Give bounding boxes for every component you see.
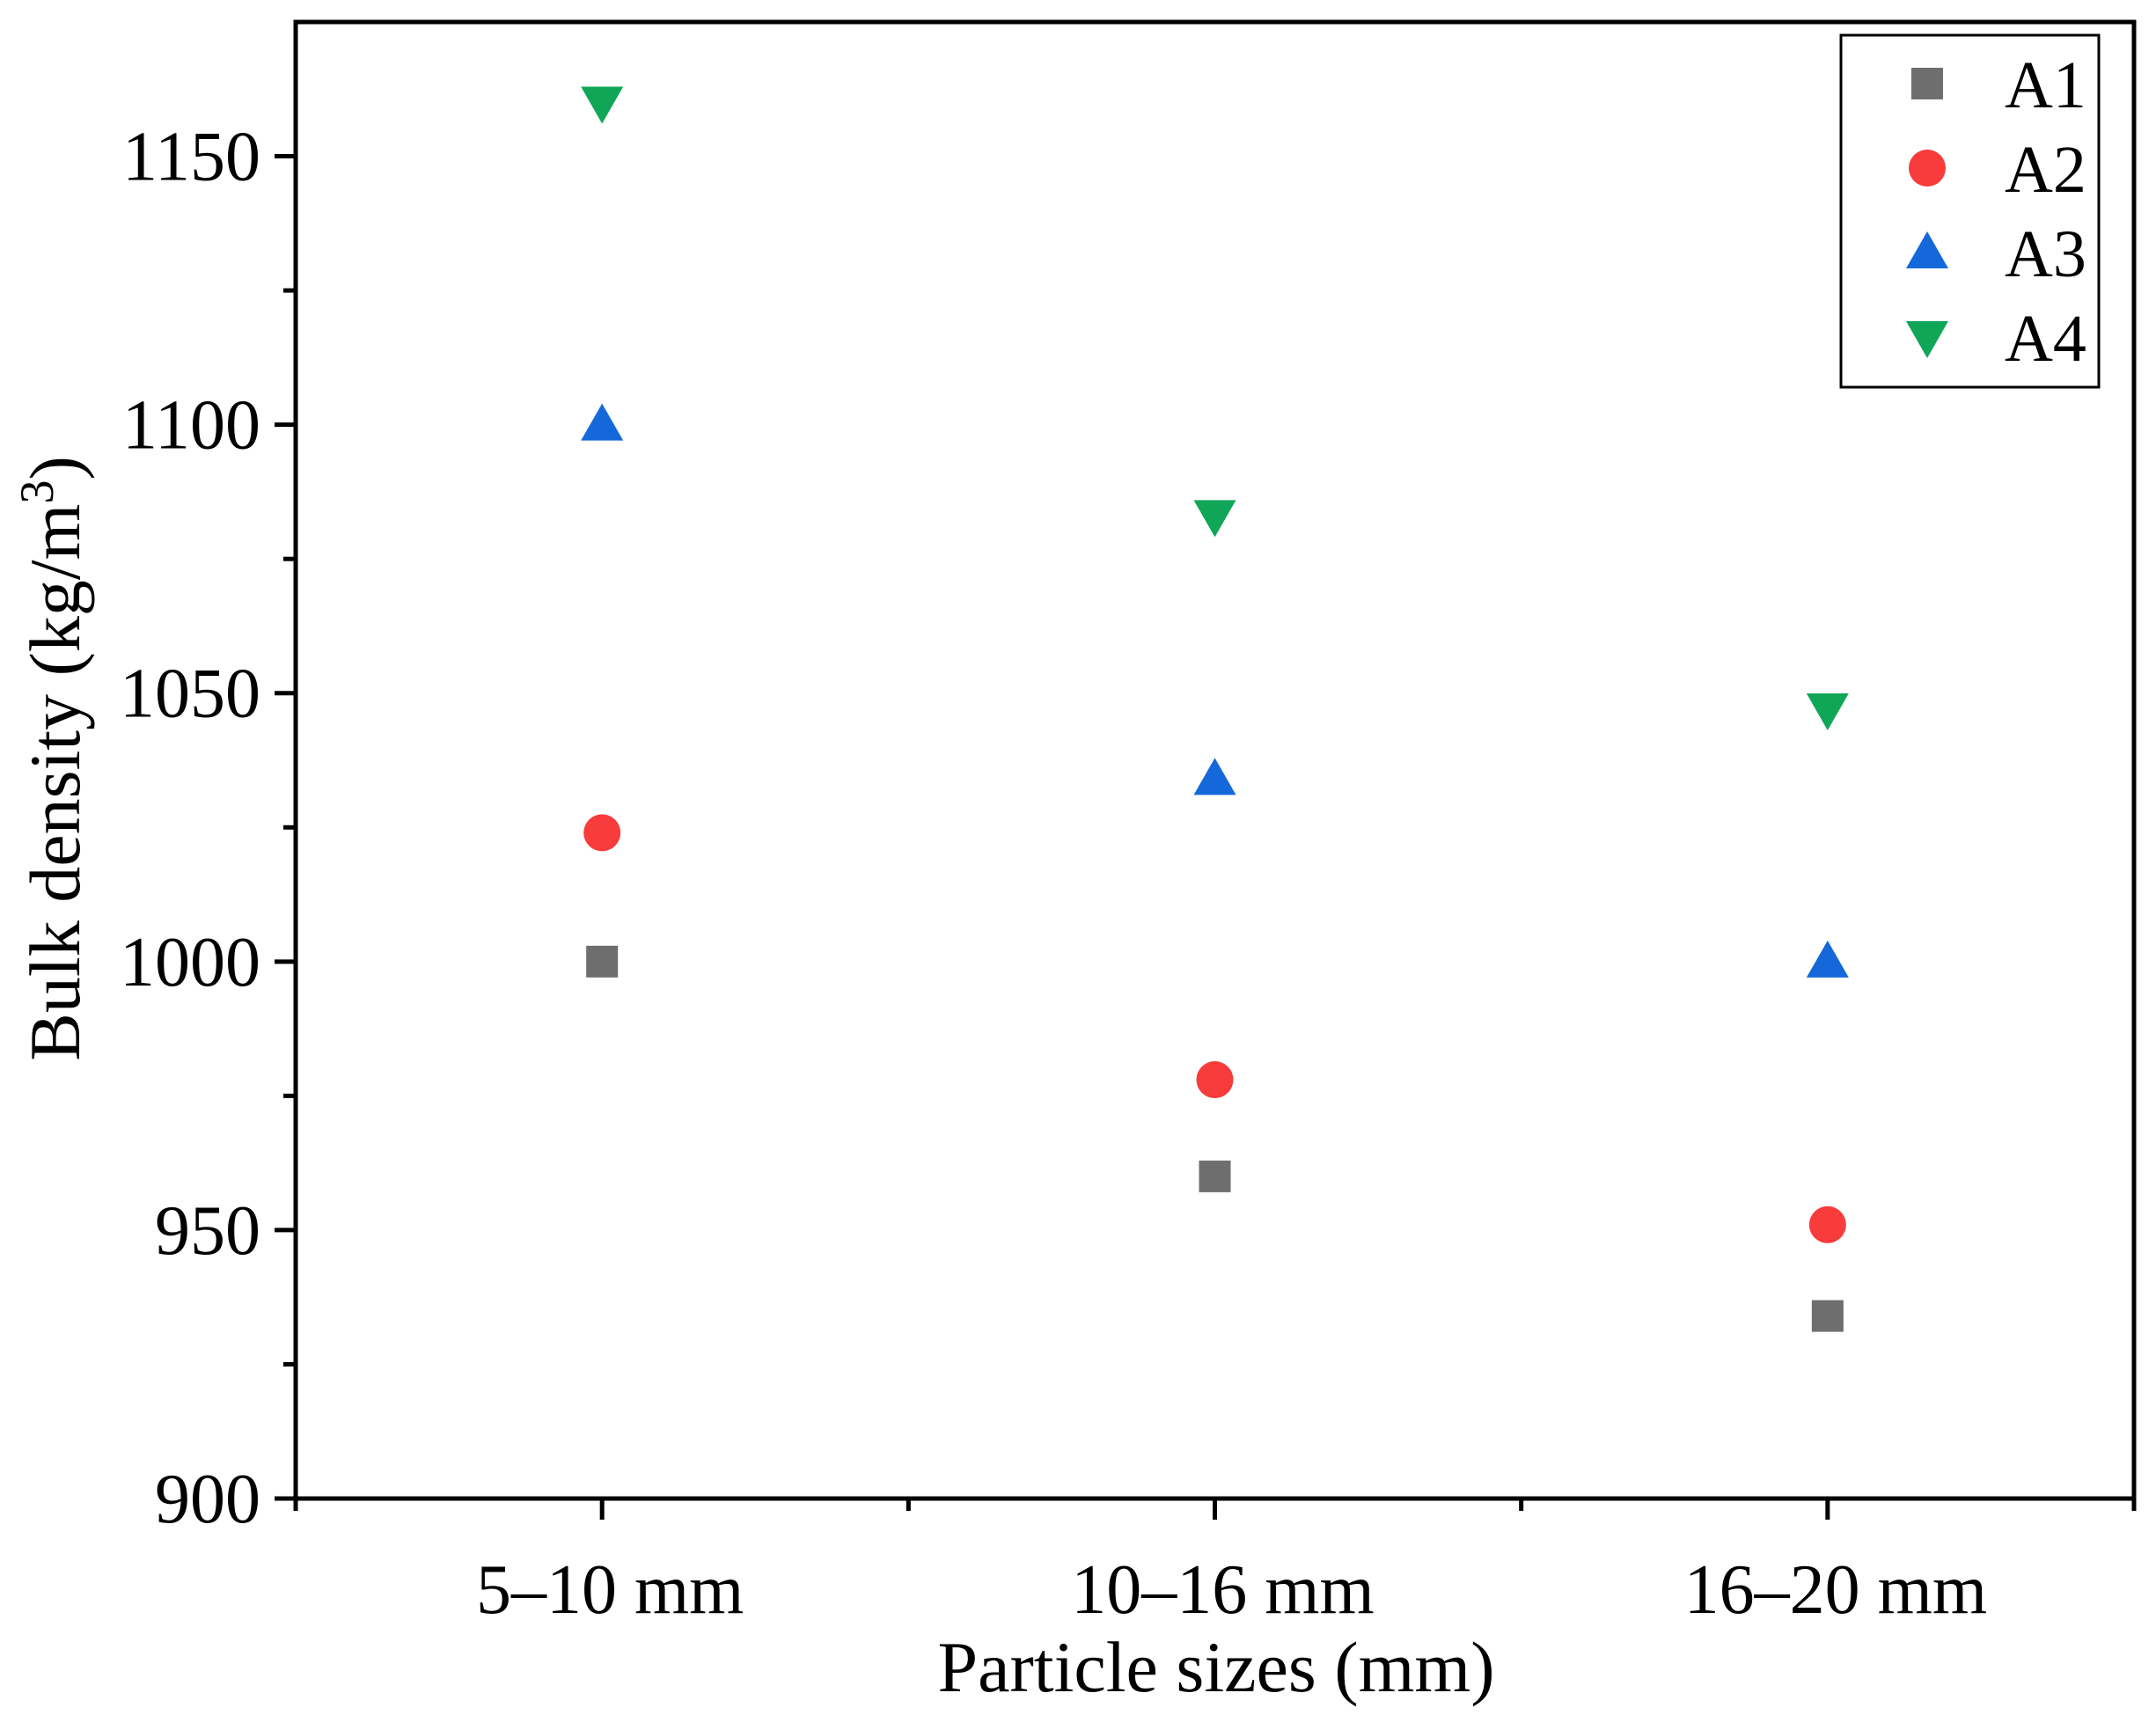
legend-marker-a4 <box>1906 321 1948 358</box>
y-tick-label: 950 <box>155 1192 260 1270</box>
x-tick-label: 16–20 mm <box>1684 1551 1987 1629</box>
y-tick-label: 1100 <box>122 387 260 465</box>
data-point-a3 <box>1193 758 1236 795</box>
data-point-a3 <box>1806 940 1849 978</box>
axes: 900 950 1000 1050 1100 1150 5–10 mm 10–16 mm 16–… <box>120 19 2137 1629</box>
y-tick-label: 1000 <box>120 924 260 1001</box>
data-point-a1 <box>586 945 619 978</box>
data-points <box>581 86 1849 1332</box>
y-tick-label: 1150 <box>122 119 260 196</box>
data-point-a3 <box>581 403 624 441</box>
data-point-a1 <box>1199 1160 1231 1192</box>
legend-marker-a1 <box>1911 68 1943 99</box>
legend-label-a2: A2 <box>2005 133 2086 207</box>
y-axis-title-close: ) <box>15 456 95 480</box>
y-axis-title: Bulk density (kg/m3) <box>11 456 95 1061</box>
y-axis-title-superscript: 3 <box>11 480 63 504</box>
x-tick-label: 5–10 mm <box>476 1551 744 1629</box>
legend-box <box>1839 33 2101 389</box>
legend-marker-a3 <box>1906 231 1948 268</box>
y-tick-label: 900 <box>155 1461 260 1538</box>
data-point-a2 <box>583 814 621 852</box>
data-point-a2 <box>1196 1061 1234 1099</box>
y-tick-label: 1050 <box>120 656 260 733</box>
legend-marker-a2 <box>1909 150 1946 187</box>
data-point-a4 <box>1806 693 1849 731</box>
legend-label-a3: A3 <box>2005 217 2086 291</box>
data-point-a4 <box>581 86 624 124</box>
x-tick-label: 10–16 mm <box>1071 1551 1374 1629</box>
legend: A1 A2 A3 A4 <box>1839 33 2101 389</box>
data-point-a2 <box>1808 1206 1846 1243</box>
x-axis-title: Particle sizes (mm) <box>937 1627 1494 1707</box>
data-point-a1 <box>1811 1300 1844 1332</box>
y-axis-title-main: Bulk density (kg/m <box>15 504 95 1061</box>
data-point-a4 <box>1193 500 1236 538</box>
legend-label-a1: A1 <box>2005 48 2086 122</box>
legend-label-a4: A4 <box>2005 302 2086 376</box>
